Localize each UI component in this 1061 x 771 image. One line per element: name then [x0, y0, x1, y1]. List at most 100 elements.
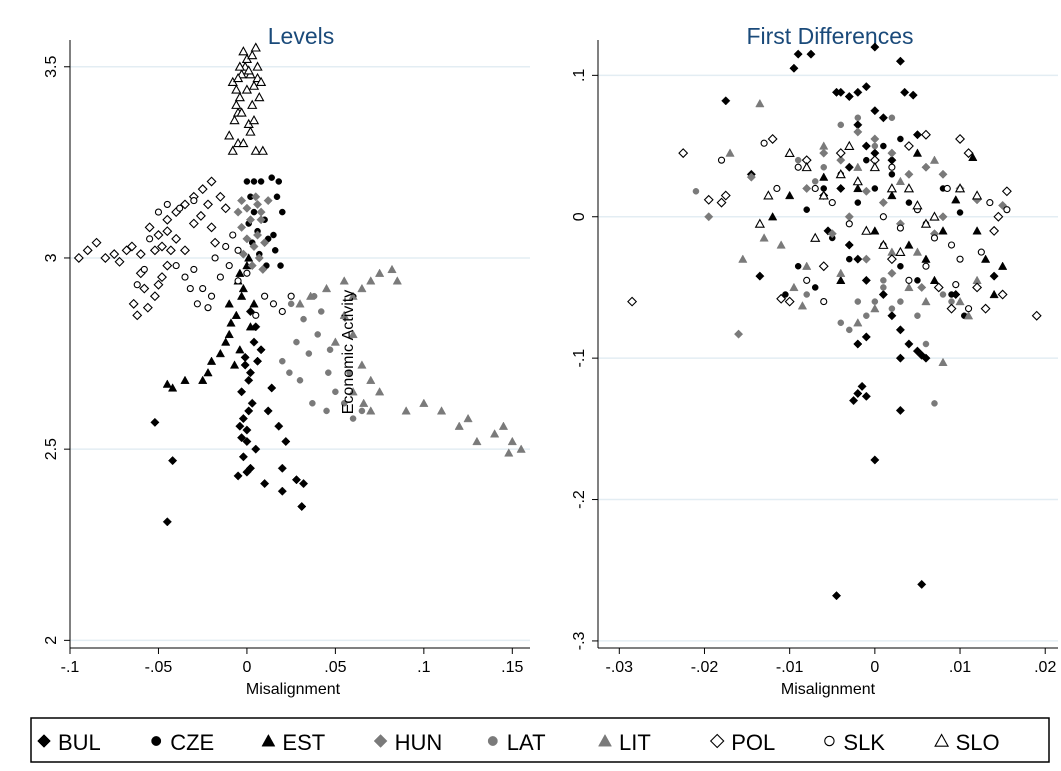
first-differences-gridlines	[598, 74, 1058, 642]
data-point-lit	[738, 254, 748, 263]
levels-gridlines	[70, 66, 530, 642]
data-point-slo	[869, 161, 880, 172]
legend-entry-cze: CZE	[151, 730, 214, 755]
data-point-cze	[897, 262, 904, 270]
data-point-lit	[348, 291, 358, 300]
data-point-slk	[261, 292, 269, 300]
data-point-lat	[293, 338, 300, 346]
data-point-bul	[921, 353, 931, 363]
data-point-bul	[277, 486, 287, 496]
legend-marker-slk	[824, 735, 835, 747]
data-point-slk	[943, 184, 951, 193]
data-point-pol	[139, 283, 150, 294]
data-point-hun	[256, 207, 266, 217]
data-point-lat	[286, 369, 293, 376]
data-point-bul	[233, 471, 243, 481]
data-point-pol	[162, 214, 173, 225]
levels-panel: Levels 2 2.5 3 3.5 -.1 -.05 0 .05 .1 .15 Misalig…	[43, 23, 530, 698]
data-point-lit	[819, 141, 829, 150]
data-point-est	[887, 190, 897, 200]
first-differences-panel: First Differences -.3-.2-.10.1 -.03 -.02-…	[571, 23, 1058, 698]
data-point-slo	[878, 239, 889, 249]
x-tick-label: -.03	[606, 659, 634, 676]
x-tick-label: .05	[324, 659, 346, 676]
legend-label-bul: BUL	[58, 730, 101, 755]
data-point-cze	[863, 156, 870, 164]
data-point-slo	[861, 225, 872, 235]
data-point-cze	[271, 247, 279, 254]
data-point-bul	[870, 106, 880, 116]
legend-marker-est	[261, 733, 276, 747]
legend-marker-pol	[709, 733, 725, 749]
data-point-est	[206, 356, 217, 365]
data-point-lat	[880, 277, 887, 284]
data-point-bul	[252, 356, 263, 366]
data-point-pol	[109, 249, 120, 260]
data-point-pol	[980, 303, 991, 314]
legend-entry-lit: LIT	[598, 730, 651, 755]
data-point-bul	[168, 456, 178, 466]
legend-label-hun: HUN	[395, 730, 443, 755]
data-point-pol	[776, 293, 787, 304]
data-point-lit	[853, 318, 863, 327]
data-point-slk	[216, 273, 224, 281]
data-point-lat	[854, 298, 862, 305]
x-tick-label: 0	[870, 659, 879, 676]
data-point-lit	[912, 247, 923, 256]
data-point-slo	[236, 107, 247, 117]
legend-label-lat: LAT	[507, 730, 546, 755]
data-point-slk	[278, 307, 286, 316]
data-point-slk	[896, 224, 904, 232]
data-point-lat	[300, 315, 307, 323]
data-point-bul	[267, 383, 277, 393]
data-point-lit	[516, 444, 526, 453]
data-point-hun	[861, 254, 871, 264]
data-point-hun	[921, 162, 931, 172]
legend-box	[30, 717, 1050, 763]
levels-y-ticks: 2 2.5 3 3.5	[43, 56, 70, 645]
data-point-slk	[229, 231, 237, 239]
data-point-slk	[186, 284, 194, 293]
data-point-hun	[827, 229, 837, 239]
data-point-hun	[802, 183, 812, 194]
data-point-est	[972, 226, 982, 235]
data-point-bul	[857, 381, 867, 391]
data-point-bul	[861, 141, 871, 151]
data-point-cze	[914, 277, 921, 284]
data-point-bul	[861, 391, 871, 401]
data-point-bul	[162, 517, 172, 527]
data-point-pol	[720, 190, 731, 201]
data-point-bul	[237, 387, 247, 397]
data-point-est	[980, 254, 991, 263]
data-point-est	[221, 337, 231, 346]
data-point-slo	[252, 61, 263, 71]
data-point-pol	[188, 218, 199, 229]
data-point-bul	[853, 254, 863, 264]
data-point-slo	[844, 140, 855, 150]
data-point-pol	[678, 148, 689, 159]
data-point-slo	[895, 246, 906, 257]
data-point-lit	[489, 429, 500, 438]
data-point-lit	[921, 296, 931, 306]
data-point-lat	[939, 291, 947, 298]
data-point-pol	[818, 261, 829, 272]
data-point-bul	[853, 87, 863, 97]
data-point-bul	[789, 63, 799, 73]
data-point-lat	[287, 300, 295, 308]
first-differences-x-axis-label: Misalignment	[781, 681, 876, 698]
data-point-slk	[133, 281, 141, 289]
data-point-cze	[948, 291, 955, 298]
data-point-lit	[374, 268, 385, 277]
data-point-slk	[828, 199, 836, 207]
legend-marker-lit	[598, 733, 612, 747]
data-point-pol	[100, 252, 111, 263]
data-point-lit	[463, 413, 473, 423]
data-point-lit	[419, 398, 429, 407]
data-point-bul	[240, 352, 250, 362]
data-point-hun	[819, 148, 829, 158]
legend-entry-bul: BUL	[37, 730, 101, 755]
x-tick-label: .02	[1034, 659, 1056, 676]
data-point-bul	[895, 353, 905, 363]
data-point-slk	[252, 311, 260, 319]
data-point-slk	[773, 184, 781, 193]
